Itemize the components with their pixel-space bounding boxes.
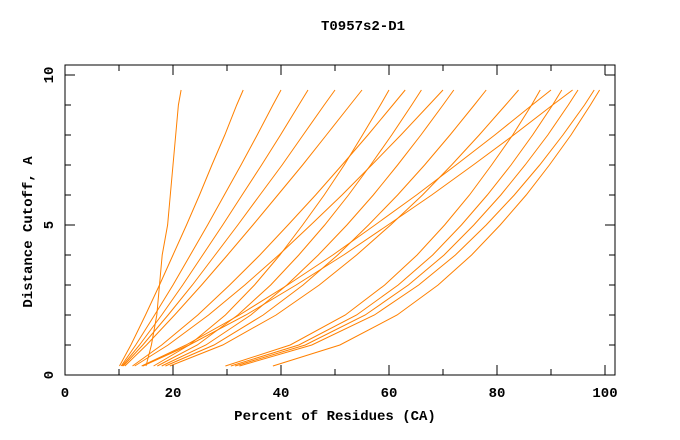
- series-line-2: [119, 89, 244, 367]
- series-line-13: [230, 89, 563, 367]
- series-line-6: [124, 89, 363, 367]
- series-line-1: [145, 89, 182, 367]
- y-tick-label: 10: [42, 67, 58, 84]
- y-tick-label: 0: [42, 371, 58, 379]
- series-line-7: [153, 89, 390, 367]
- x-tick-label: 0: [61, 386, 69, 402]
- series-line-4: [121, 89, 309, 367]
- series-line-11: [169, 89, 519, 367]
- series-line-18: [134, 89, 444, 367]
- series-line-12: [225, 89, 541, 367]
- chart-title: T0957s2-D1: [321, 19, 405, 35]
- series-line-10: [165, 89, 487, 367]
- series-line-15: [239, 89, 595, 367]
- series-line-9: [161, 89, 455, 367]
- x-tick-label: 20: [165, 386, 182, 402]
- series-line-5: [122, 89, 336, 367]
- series-line-19: [141, 89, 552, 367]
- y-axis-label: Distance Cutoff, A: [21, 156, 37, 308]
- series-line-8: [157, 89, 422, 367]
- series-line-3: [120, 89, 282, 367]
- series-layer: [119, 89, 601, 367]
- series-line-17: [132, 89, 406, 367]
- series-line-16: [272, 89, 601, 367]
- tick-layer: 0 20 40 60 80 100 0 5 10: [42, 65, 618, 402]
- x-axis-label: Percent of Residues (CA): [234, 409, 436, 425]
- plot-frame: [64, 64, 616, 376]
- series-line-14: [234, 89, 579, 367]
- x-tick-label: 80: [489, 386, 506, 402]
- x-tick-label: 60: [381, 386, 398, 402]
- series-line-20: [142, 89, 573, 367]
- x-tick-label: 100: [592, 386, 617, 402]
- y-tick-label: 5: [42, 221, 58, 229]
- x-tick-label: 40: [273, 386, 290, 402]
